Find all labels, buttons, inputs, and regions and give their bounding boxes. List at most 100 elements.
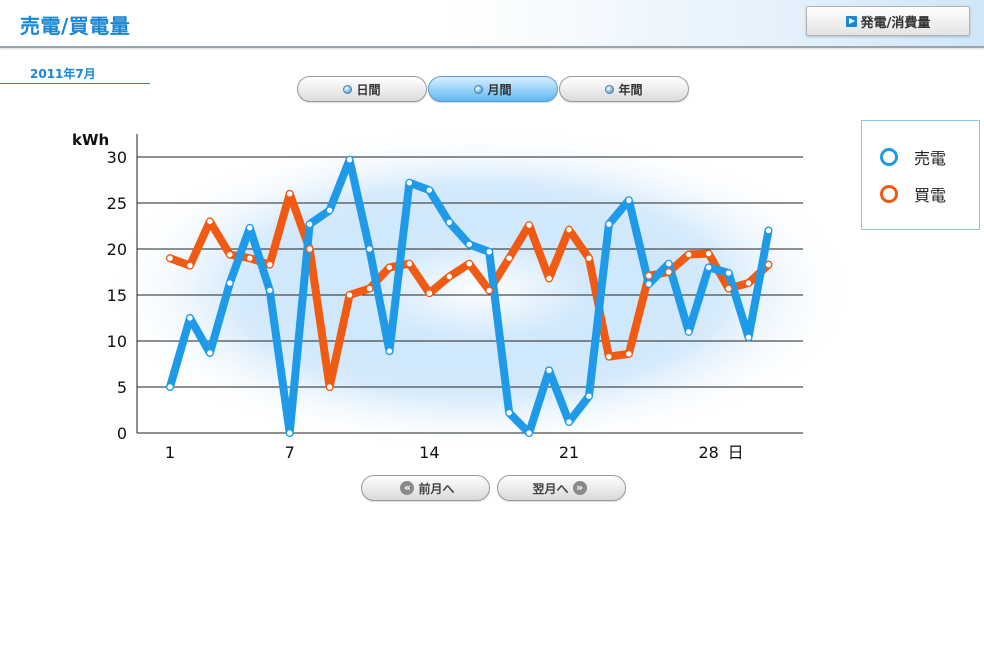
series-point-0 xyxy=(445,218,454,227)
series-point-0 xyxy=(405,178,414,187)
radio-dot-icon xyxy=(474,84,484,94)
series-point-0 xyxy=(525,429,533,437)
series-point-1 xyxy=(305,245,314,253)
series-point-1 xyxy=(644,271,653,280)
play-icon xyxy=(845,15,857,27)
series-point-1 xyxy=(225,250,234,259)
x-tick-label: 21 xyxy=(559,443,579,462)
legend: 売電 買電 xyxy=(861,120,980,230)
y-tick-label: 30 xyxy=(107,148,127,167)
series-point-1 xyxy=(325,383,334,391)
generation-consumption-label: 発電/消費量 xyxy=(860,15,931,31)
series-point-0 xyxy=(385,347,394,356)
series-point-0 xyxy=(605,220,613,229)
series-point-1 xyxy=(525,221,533,229)
orange-dot-icon xyxy=(880,185,898,203)
series-point-1 xyxy=(385,263,394,272)
period-underline xyxy=(0,83,150,84)
series-point-0 xyxy=(704,263,713,272)
radio-dot-icon xyxy=(343,84,353,94)
series-point-0 xyxy=(205,349,214,357)
y-tick-label: 0 xyxy=(117,424,127,443)
tab-monthly[interactable]: 月間 xyxy=(428,76,558,102)
series-point-1 xyxy=(285,189,294,198)
x-axis-unit: 日 xyxy=(728,443,744,462)
series-point-0 xyxy=(744,333,753,342)
series-point-1 xyxy=(186,261,194,270)
series-point-0 xyxy=(644,280,653,288)
double-chevron-left-icon: « xyxy=(400,481,415,495)
series-point-0 xyxy=(545,366,553,375)
series-point-1 xyxy=(764,260,773,269)
y-axis-unit: kWh xyxy=(72,131,109,149)
series-point-0 xyxy=(345,155,354,164)
series-point-1 xyxy=(265,260,274,269)
series-point-1 xyxy=(585,254,593,263)
blue-dot-icon xyxy=(880,148,898,166)
series-point-1 xyxy=(166,254,174,263)
series-point-0 xyxy=(465,240,474,249)
series-point-0 xyxy=(505,408,514,417)
x-tick-label: 14 xyxy=(419,443,439,462)
legend-item-buy: 買電 xyxy=(880,182,946,206)
series-point-1 xyxy=(724,284,733,293)
series-point-0 xyxy=(325,206,334,215)
series-point-0 xyxy=(585,392,593,401)
series-point-1 xyxy=(485,286,494,295)
x-tick-label: 1 xyxy=(165,443,175,462)
prev-month-label: 前月へ xyxy=(418,481,455,496)
prev-month-button[interactable]: « 前月へ xyxy=(361,475,490,501)
y-tick-label: 5 xyxy=(117,378,127,397)
next-month-button[interactable]: 翌月へ » xyxy=(497,475,626,501)
series-point-0 xyxy=(166,383,174,391)
series-point-1 xyxy=(545,274,553,283)
series-point-1 xyxy=(684,250,693,259)
series-point-1 xyxy=(405,259,414,268)
chart-glow xyxy=(100,125,860,455)
series-point-1 xyxy=(245,254,254,263)
series-point-1 xyxy=(345,291,354,299)
series-point-0 xyxy=(764,226,773,235)
series-point-0 xyxy=(245,223,254,232)
radio-dot-icon xyxy=(605,84,615,94)
series-point-1 xyxy=(744,279,753,287)
series-point-0 xyxy=(285,429,294,437)
next-month-label: 翌月へ xyxy=(532,481,569,496)
double-chevron-right-icon: » xyxy=(572,481,587,495)
series-point-1 xyxy=(445,272,454,281)
series-point-1 xyxy=(425,289,434,298)
tab-daily[interactable]: 日間 xyxy=(297,76,427,102)
series-point-0 xyxy=(664,259,673,268)
series-point-0 xyxy=(365,245,374,253)
series-point-0 xyxy=(186,314,194,322)
y-tick-label: 10 xyxy=(107,332,127,351)
series-point-0 xyxy=(485,247,494,256)
series-point-1 xyxy=(664,268,673,276)
y-tick-label: 20 xyxy=(107,240,127,259)
series-point-0 xyxy=(265,286,274,295)
series-point-1 xyxy=(465,259,474,268)
series-point-1 xyxy=(624,349,633,358)
x-tick-label: 7 xyxy=(285,443,295,462)
series-point-1 xyxy=(605,352,613,361)
tab-monthly-label: 月間 xyxy=(487,82,512,97)
series-point-0 xyxy=(724,269,733,277)
series-point-1 xyxy=(505,254,514,263)
legend-label-sell: 売電 xyxy=(914,149,947,168)
series-point-1 xyxy=(365,284,374,293)
y-tick-label: 25 xyxy=(107,194,127,213)
y-tick-label: 15 xyxy=(107,286,127,305)
series-point-0 xyxy=(565,418,573,426)
legend-item-sell: 売電 xyxy=(880,145,946,169)
period-label: 2011年7月 xyxy=(30,67,96,81)
tab-daily-label: 日間 xyxy=(356,82,381,97)
series-point-0 xyxy=(305,220,314,229)
legend-label-buy: 買電 xyxy=(914,186,947,205)
x-tick-label: 28 xyxy=(698,443,718,462)
series-point-0 xyxy=(425,186,434,195)
series-point-1 xyxy=(205,217,214,226)
tab-yearly[interactable]: 年間 xyxy=(559,76,689,102)
generation-consumption-button[interactable]: 発電/消費量 xyxy=(806,6,970,36)
tab-yearly-label: 年間 xyxy=(618,82,643,97)
